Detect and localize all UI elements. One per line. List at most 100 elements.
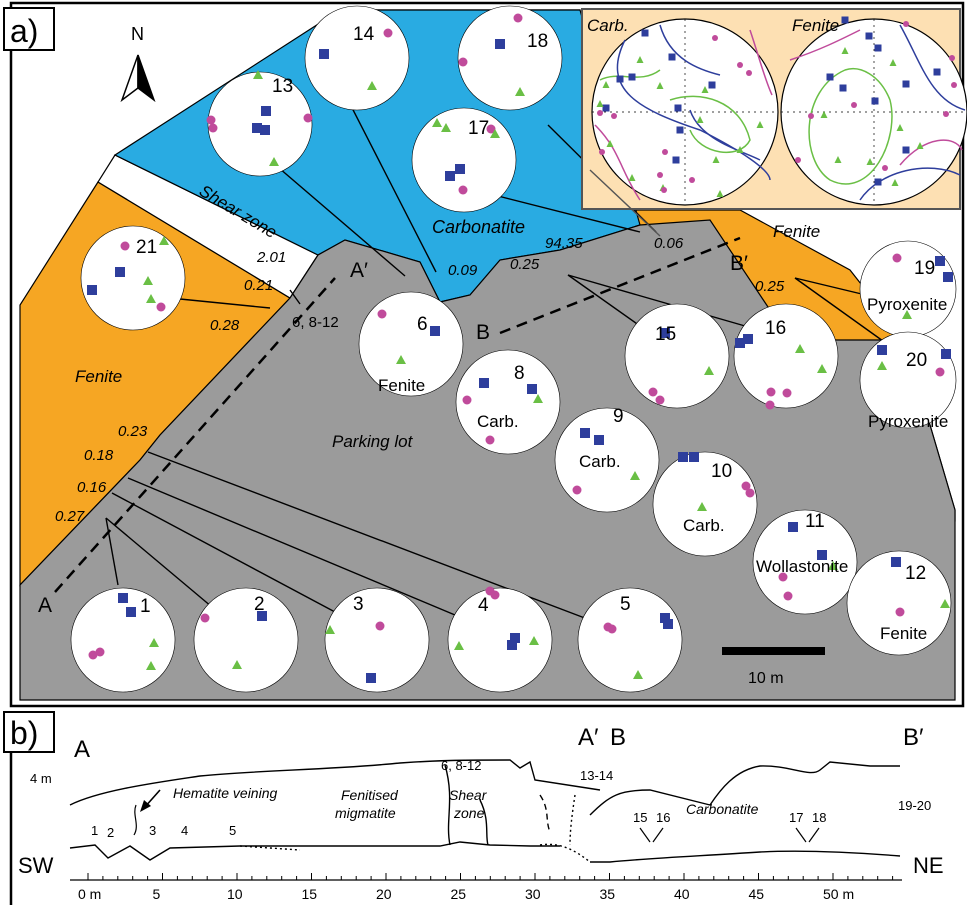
scale-bar [722,647,825,655]
measurement-0-18: 0.18 [84,447,114,464]
measurement-0-25-a: 0.25 [510,256,540,273]
dot-marker [208,123,218,133]
sw-label: SW [18,853,54,878]
site-13-14: 13-14 [580,768,613,783]
measurements: 2.01 0.21 0.28 0.09 94.35 0.25 0.06 0.25… [55,235,785,525]
inset-carb-title: Carb. [587,16,629,35]
shear-zone-line-1 [444,764,451,846]
stereonet-circle [304,5,410,111]
triangle-marker [432,118,442,127]
stereonet-rock-label: Fenite [880,624,927,643]
section-line-b [499,236,741,335]
dot-marker [485,435,495,445]
inset-square [826,73,834,81]
carbonatite-profile-label: Carbonatite [686,801,759,817]
inset-dot [657,172,663,178]
square-marker [430,326,440,336]
stereonet-circle [577,587,683,693]
square-marker [941,349,951,359]
stereonet-id-label: 11 [805,511,825,532]
stereonet-id-label: 17 [468,118,489,139]
inset-dot [661,187,667,193]
stereonet-20: 20 Pyroxenite [859,331,957,431]
inset-square [841,16,849,24]
marker-B: B [476,321,490,344]
inset-square [641,29,649,37]
square-marker [479,378,489,388]
stereonet-6: 6 Fenite [358,291,464,397]
stereonet-circle [752,509,858,615]
triangle-marker [441,123,451,132]
stereonet-rock-label: Pyroxenite [868,412,948,431]
square-marker [495,39,505,49]
stereonet-circle [859,240,957,338]
north-arrow-icon: N [120,24,156,103]
inset-dot [662,149,668,155]
stereonet-id-label: 20 [906,350,927,371]
inset-triangle [716,190,724,197]
axis-tick-label: 40 [674,886,690,902]
stereonet-id-label: 13 [272,76,293,97]
stereonet-12: 12 Fenite [846,550,952,656]
stereonet-id-label: 5 [620,594,631,615]
section-line-a [54,277,336,593]
stereonet-id-label: 1 [140,596,151,617]
height-label: 4 m [30,771,52,786]
inset-square [602,104,610,112]
inset-triangle [628,174,636,181]
inset-triangle [896,124,904,131]
panel-b: b) A A′ B B′ 4 m SW NE Hematite veining … [3,711,944,905]
dot-marker [200,613,210,623]
stereonet-2: 2 [193,587,299,693]
inset-square [865,32,873,40]
square-marker [788,522,798,532]
square-marker [580,428,590,438]
stereonet-id-label: 4 [478,595,489,616]
axis-tick-label: 45 [749,886,765,902]
inset-dot [943,111,949,117]
stereonet-id-label: 19 [914,258,935,279]
stereonet-rock-label: Wollastonite [756,557,848,576]
dot-marker [513,13,523,23]
inset-square [628,73,636,81]
site-pointers [639,827,820,843]
dot-marker [120,241,130,251]
stereonet-id-label: 3 [353,594,364,615]
inset-square [672,156,680,164]
triangle-marker [146,294,156,303]
inset-dot [597,110,603,116]
inset-square [616,75,624,83]
square-marker [257,611,267,621]
inset-dot [599,149,605,155]
inset-dot [689,177,695,183]
panel-a-label-box [3,7,55,51]
triangle-marker [149,638,159,647]
fenitised-label-1: Fenitised [341,787,399,803]
inset-triangle [636,56,644,63]
square-marker [735,338,745,348]
square-marker [678,452,688,462]
fenitised-label-2: migmatite [335,805,396,821]
square-marker [935,256,945,266]
stereonet-1: 1 [70,587,176,693]
stereonet-5: 5 [577,587,683,693]
square-marker [260,125,270,135]
inset-dot [903,21,909,27]
triangle-marker [633,670,643,679]
stereonet-id-label: 15 [655,324,676,345]
triangle-marker [877,361,887,370]
inset-carb-curve-blue [616,39,771,181]
dot-marker [782,388,792,398]
inset-dot [737,62,743,68]
stereonet-circle [859,331,957,429]
dot-marker [783,591,793,601]
inset-points [596,16,957,197]
square-marker [261,106,271,116]
inset-dot [949,55,955,61]
stereonet-id-label: 14 [353,24,375,45]
dot-marker [745,488,755,498]
square-marker [663,619,673,629]
site-2: 2 [107,825,114,840]
profile-base-dotted-2 [539,843,591,863]
